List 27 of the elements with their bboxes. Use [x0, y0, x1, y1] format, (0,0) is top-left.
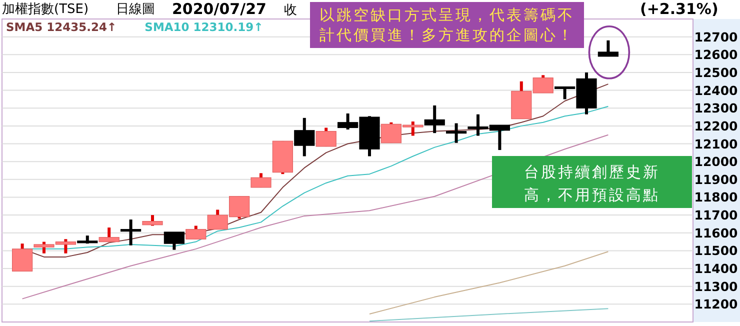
y-tick-label: 11800 [694, 190, 738, 205]
text: 2020/07/27 [172, 0, 266, 18]
y-tick-label: 12100 [694, 136, 738, 152]
chart-subtitle: 日線圖 [116, 2, 155, 17]
y-tick-label: 11500 [694, 243, 738, 258]
annotation: 以跳空缺口方式呈現，代表籌碼不計代價買進！多方進攻的企圖心！ [320, 7, 574, 44]
y-tick-label: 12200 [694, 118, 738, 134]
y-tick-label: 11700 [694, 208, 738, 223]
text: 收 [284, 3, 297, 18]
line-series [369, 251, 609, 314]
y-tick-label: 11300 [694, 278, 738, 294]
y-tick-label: 11200 [694, 296, 738, 312]
y-tick-label: 12600 [694, 47, 738, 62]
line-series [22, 134, 609, 300]
text: SMA5 12435.24↑ [6, 20, 117, 34]
y-tick-label: 12500 [694, 64, 738, 80]
text: (+2.31%) [640, 0, 718, 18]
annotation: 台股持續創歷史新高，不用預設高點 [524, 164, 660, 204]
y-tick-label: 12000 [694, 154, 738, 170]
chart-title: 加權指數(TSE) [2, 2, 89, 17]
text: SMA10 12310.19↑ [144, 20, 264, 34]
y-tick-label: 12700 [694, 29, 738, 44]
y-tick-label: 12400 [694, 82, 738, 98]
y-tick-label: 11900 [694, 172, 738, 187]
y-tick-label: 11400 [694, 261, 738, 276]
y-tick-label: 12300 [694, 100, 738, 116]
y-tick-label: 11600 [694, 225, 738, 240]
